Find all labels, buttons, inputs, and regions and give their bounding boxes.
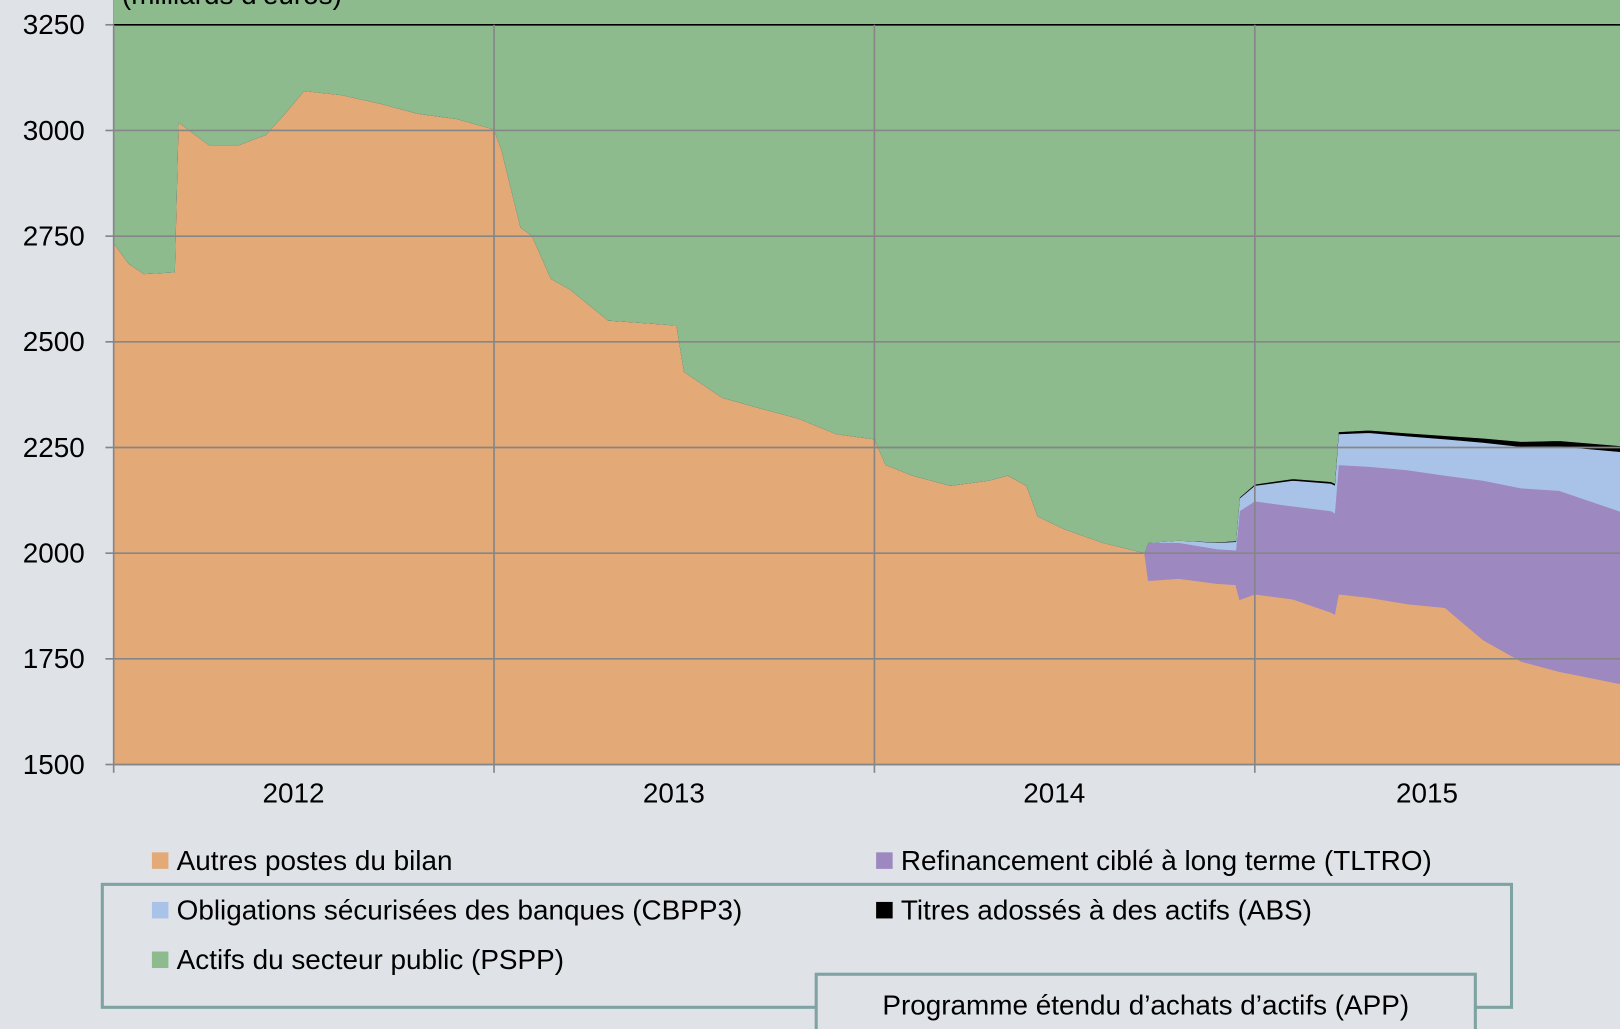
legend-group-box xyxy=(100,882,1514,1009)
x-tick-label: 2013 xyxy=(643,778,705,809)
y-tick-label: 2250 xyxy=(23,432,85,463)
legend-label: Actifs du secteur public (PSPP) xyxy=(177,944,564,975)
x-tick-label: 2014 xyxy=(1023,778,1085,809)
areas xyxy=(113,0,1620,765)
x-tick-label: 2015 xyxy=(1396,778,1458,809)
y-axis-label: (milliards d’euros) xyxy=(122,0,342,10)
y-tick-label: 2750 xyxy=(23,220,85,251)
legend-label: Obligations sécurisées des banques (CBPP… xyxy=(177,894,743,925)
y-tick-label: 3000 xyxy=(23,115,85,146)
legend: Autres postes du bilan Refinancement cibl… xyxy=(151,845,1432,975)
y-tick-label: 1500 xyxy=(23,749,85,780)
grid: 1500 1750 2000 2250 2500 2750 3000 3250 2012 2013… xyxy=(23,9,1620,809)
y-tick-label: 1750 xyxy=(23,643,85,674)
legend-label: Autres postes du bilan xyxy=(177,845,453,876)
legend-swatch xyxy=(151,852,169,869)
x-tick-label: 2012 xyxy=(263,778,325,809)
legend-swatch xyxy=(876,852,893,869)
legend-swatch xyxy=(151,951,169,969)
legend-label: Titres adossés à des actifs (ABS) xyxy=(901,894,1312,925)
y-tick-label: 3250 xyxy=(23,9,85,40)
legend-group-label-box xyxy=(814,972,1477,1029)
y-tick-label: 2500 xyxy=(23,326,85,357)
legend-swatch xyxy=(151,901,169,919)
legend-label: Refinancement ciblé à long terme (TLTRO) xyxy=(901,845,1432,876)
y-tick-label: 2000 xyxy=(23,537,85,568)
legend-swatch xyxy=(876,901,893,919)
legend-group-label: Programme étendu d’achats d’actifs (APP) xyxy=(882,990,1409,1021)
